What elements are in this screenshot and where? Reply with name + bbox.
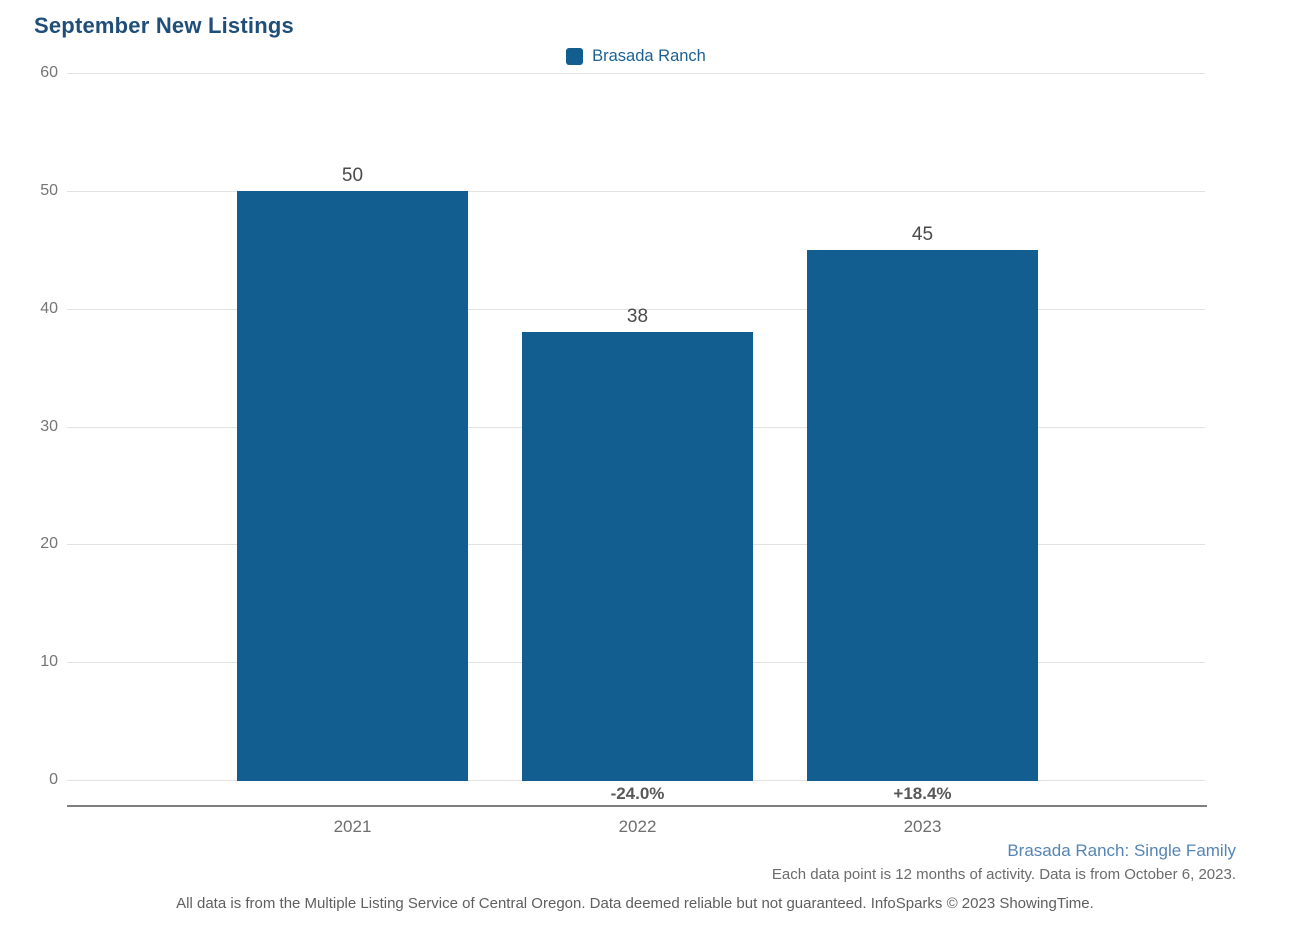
- x-tick-label-2023: 2023: [903, 817, 942, 836]
- legend: Brasada Ranch: [67, 43, 1205, 69]
- bar-2023[interactable]: [807, 249, 1038, 781]
- y-tick-label-40: 40: [40, 299, 58, 317]
- y-tick-label-50: 50: [40, 181, 58, 199]
- chart-title: September New Listings: [34, 13, 294, 38]
- pct-change-label-2023: +18.4%: [893, 784, 952, 803]
- y-tick-label-20: 20: [40, 535, 58, 553]
- y-tick-label-10: 10: [40, 653, 58, 671]
- bar-value-label-2022: 38: [626, 306, 649, 328]
- bar-value-label-2023: 45: [911, 223, 934, 245]
- legend-label: Brasada Ranch: [592, 46, 706, 65]
- bar-2021[interactable]: [237, 190, 468, 781]
- y-tick-label-30: 30: [40, 417, 58, 435]
- legend-item-brasada-ranch[interactable]: Brasada Ranch: [566, 47, 706, 66]
- y-tick-label-60: 60: [40, 64, 58, 81]
- footer-series-scope: Brasada Ranch: Single Family: [1007, 841, 1236, 860]
- gridline-y-40: [67, 308, 1205, 310]
- gridline-y-60: [67, 73, 1205, 74]
- bar-value-label-2021: 50: [341, 164, 364, 186]
- bar-2022[interactable]: [522, 332, 753, 781]
- footer-data-note: Each data point is 12 months of activity…: [771, 866, 1236, 883]
- gridline-y-50: [67, 190, 1205, 192]
- y-tick-label-0: 0: [49, 771, 58, 788]
- pct-change-label-2022: -24.0%: [610, 784, 665, 803]
- x-axis-line: [67, 805, 1207, 807]
- x-tick-label-2022: 2022: [618, 817, 657, 836]
- footer-disclaimer: All data is from the Multiple Listing Se…: [176, 895, 1094, 912]
- x-tick-label-2021: 2021: [333, 817, 372, 836]
- legend-swatch-icon: [566, 47, 584, 65]
